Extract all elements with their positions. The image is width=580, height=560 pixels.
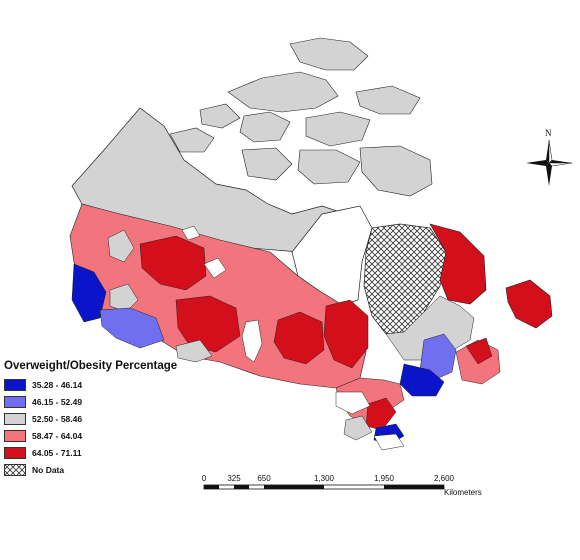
- legend-label: 46.15 - 52.49: [32, 396, 83, 407]
- east-zones: [385, 295, 501, 397]
- low-zones-bc: [71, 263, 165, 349]
- legend-item: No Data: [4, 461, 204, 478]
- scale-tick-label: 650: [257, 474, 271, 483]
- legend: Overweight/Obesity Percentage 35.28 - 46…: [4, 360, 204, 478]
- legend-swatch: [4, 412, 26, 425]
- north-label: N: [545, 128, 552, 138]
- scale-units: Kilometers: [444, 488, 482, 497]
- scale-tick-label: 325: [227, 474, 241, 483]
- legend-item: 64.05 - 71.11: [4, 444, 204, 461]
- legend-label: No Data: [32, 464, 65, 475]
- legend-swatch: [4, 395, 26, 408]
- high-zones-west: [139, 235, 369, 369]
- legend-swatch: [4, 446, 26, 459]
- scale-tick-label: 0: [201, 474, 207, 483]
- scale-bar: 0 325 650 1,300 1,950 2,600 Kilometers: [196, 474, 496, 514]
- legend-label: 58.47 - 64.04: [32, 430, 83, 441]
- compass-icon: [526, 139, 573, 186]
- mid-zones-west: [107, 229, 213, 363]
- legend-item: 35.28 - 46.14: [4, 376, 204, 393]
- legend-item: 58.47 - 64.04: [4, 427, 204, 444]
- north-arrow: N: [524, 128, 574, 188]
- atlantic-high: [429, 223, 553, 329]
- legend-swatch: [4, 378, 26, 391]
- legend-item: 52.50 - 58.46: [4, 410, 204, 427]
- legend-swatch: [4, 429, 26, 442]
- legend-label: 64.05 - 71.11: [32, 447, 82, 458]
- scale-tick-label: 2,600: [433, 474, 455, 483]
- scale-tick-label: 1,300: [313, 474, 335, 483]
- legend-swatch-hatch: [4, 463, 26, 476]
- arctic-islands: [169, 37, 433, 197]
- lakes: [181, 225, 405, 451]
- scale-tick-label: 1,950: [373, 474, 395, 483]
- legend-item: 46.15 - 52.49: [4, 393, 204, 410]
- legend-label: 52.50 - 58.46: [32, 413, 83, 424]
- legend-title: Overweight/Obesity Percentage: [4, 360, 178, 372]
- legend-label: 35.28 - 46.14: [32, 379, 83, 390]
- scale-bar-graphic: [203, 484, 445, 490]
